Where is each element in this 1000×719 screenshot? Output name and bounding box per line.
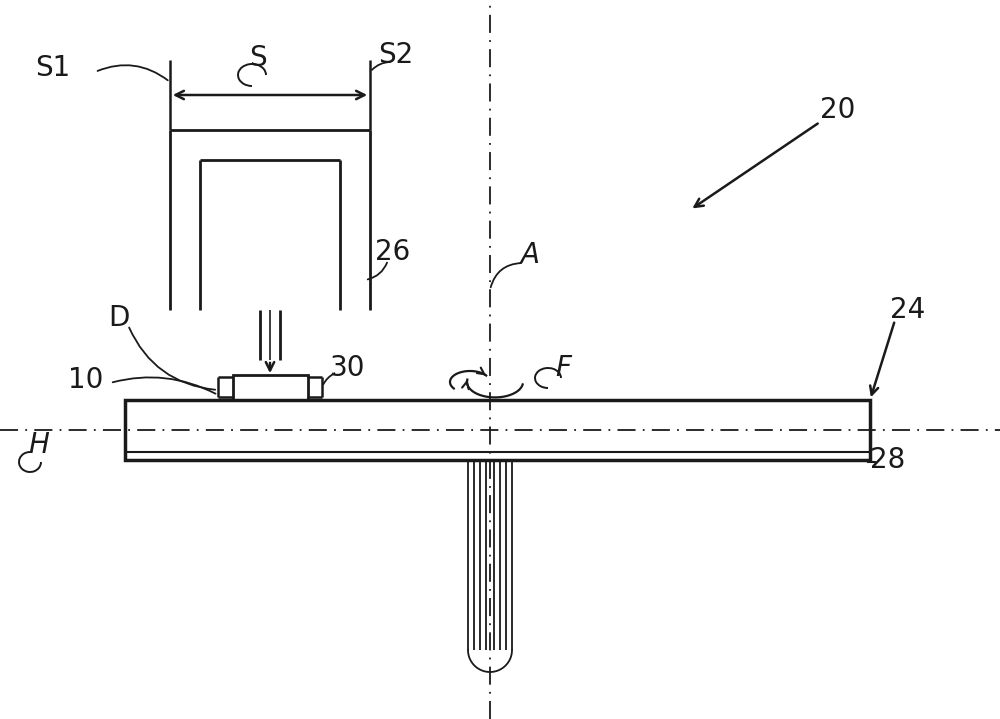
Text: 26: 26 (375, 238, 410, 266)
Text: D: D (108, 304, 129, 332)
Text: S: S (249, 44, 267, 72)
Text: 10: 10 (68, 366, 103, 394)
Text: 28: 28 (870, 446, 905, 474)
Bar (125, 400, 870, 460)
Text: F: F (555, 354, 571, 382)
Text: 30: 30 (330, 354, 366, 382)
Text: S2: S2 (378, 41, 413, 69)
Text: H: H (28, 431, 49, 459)
Text: 20: 20 (820, 96, 855, 124)
Text: 24: 24 (890, 296, 925, 324)
Text: A: A (520, 241, 539, 269)
Bar (233, 375, 308, 400)
Text: S1: S1 (35, 54, 70, 82)
